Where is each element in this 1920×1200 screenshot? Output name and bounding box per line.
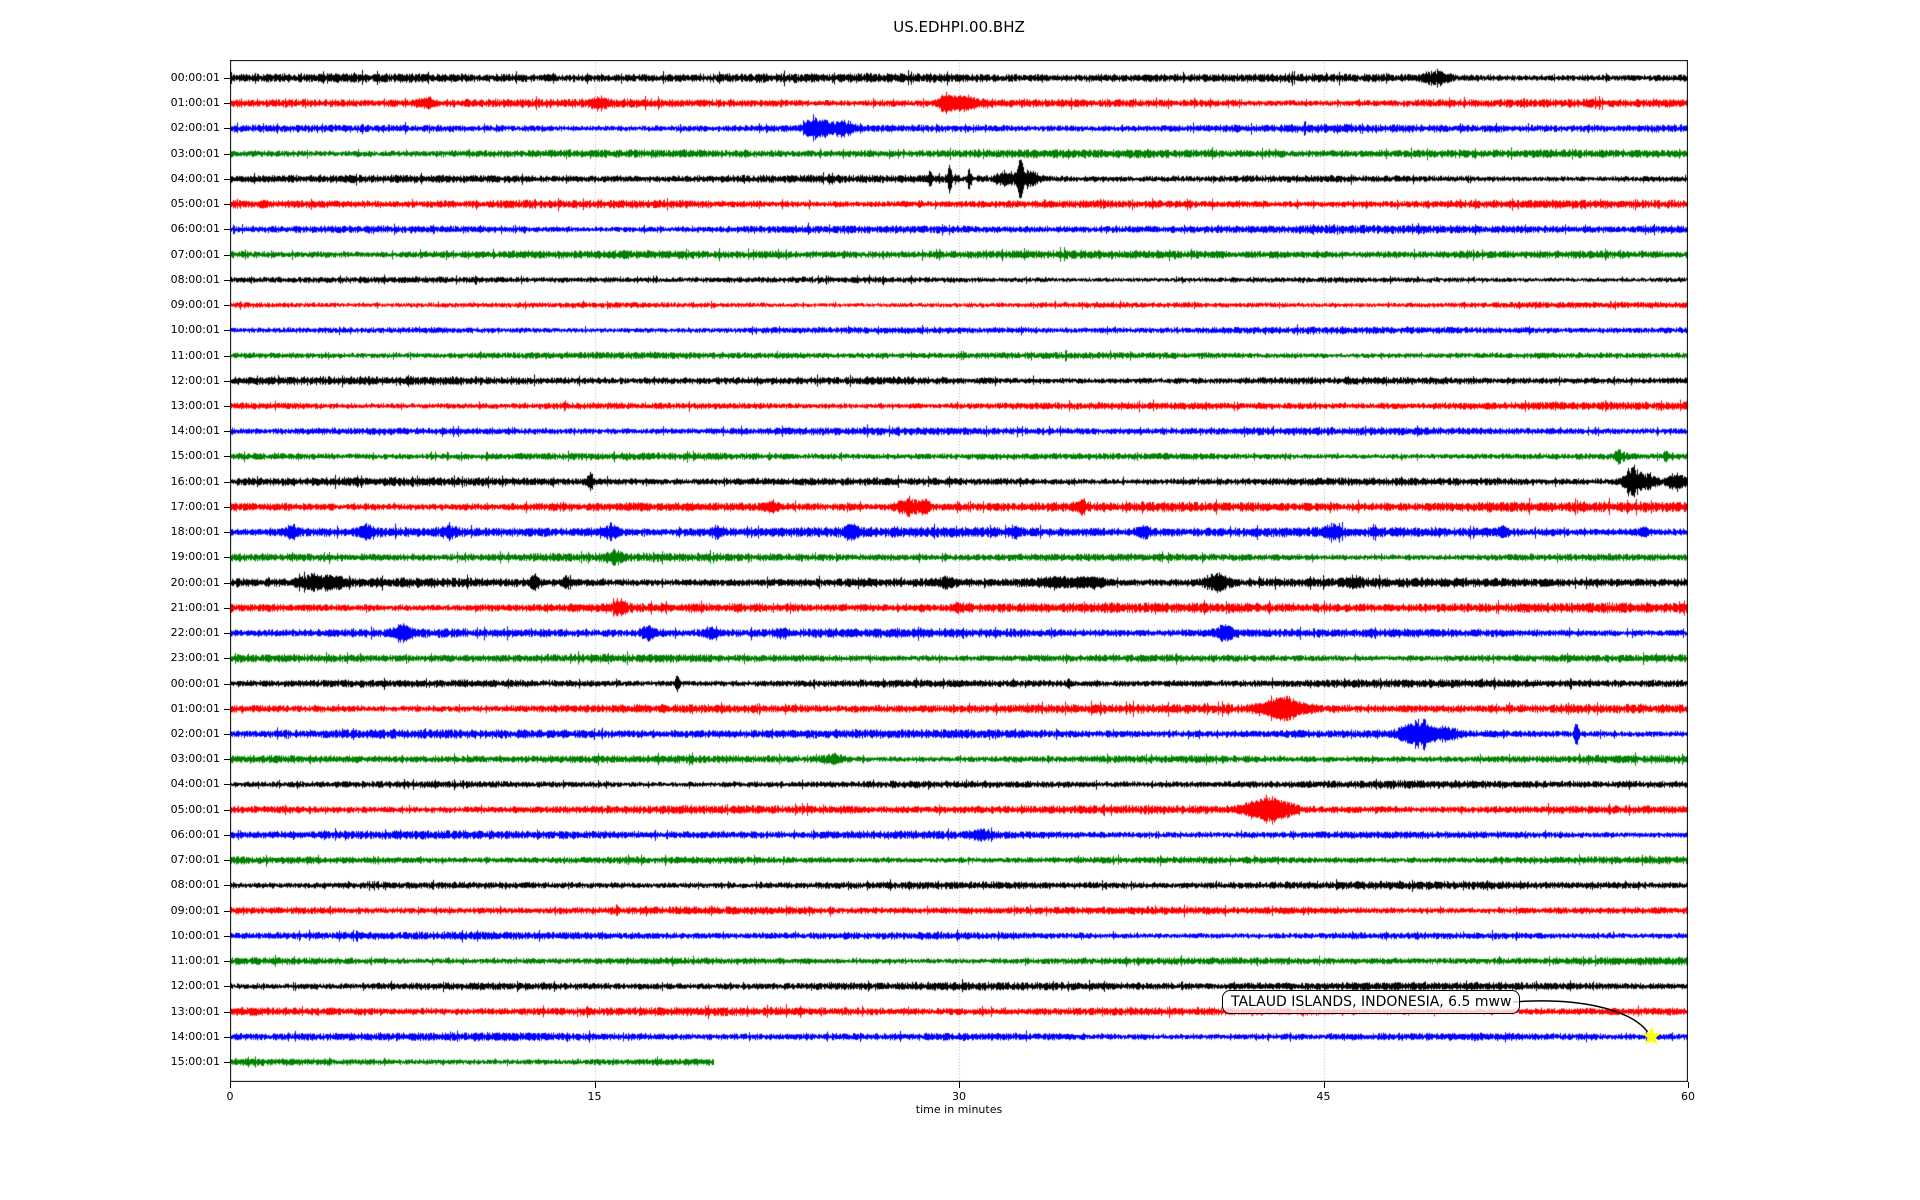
x-tick-label: 45	[1316, 1090, 1331, 1103]
row-time-label: 14:00:01	[170, 1029, 220, 1043]
row-time-label: 05:00:01	[170, 197, 220, 211]
row-time-label: 03:00:01	[170, 146, 220, 160]
row-time-label: 08:00:01	[170, 272, 220, 286]
row-time-label: 00:00:01	[170, 71, 220, 84]
seismogram-canvas	[230, 60, 1688, 1082]
row-time-label: 17:00:01	[170, 499, 220, 513]
row-time-label: 14:00:01	[170, 424, 220, 438]
row-time-label: 05:00:01	[170, 802, 220, 816]
x-tick-label: 60	[1681, 1090, 1695, 1103]
row-time-label: 06:00:01	[170, 827, 220, 841]
row-time-label: 00:00:01	[170, 676, 220, 690]
row-time-label: 10:00:01	[170, 323, 220, 337]
row-time-label: 15:00:01	[170, 449, 220, 463]
row-time-label: 10:00:01	[170, 928, 220, 942]
row-time-label: 04:00:01	[170, 777, 220, 791]
earthquake-annotation-text: TALAUD ISLANDS, INDONESIA, 6.5 mww	[1231, 994, 1512, 1010]
row-time-label: 18:00:01	[170, 525, 220, 539]
row-time-label: 12:00:01	[170, 373, 220, 387]
row-time-label: 09:00:01	[170, 298, 220, 312]
row-time-label: 08:00:01	[170, 878, 220, 892]
x-tick-label: 15	[587, 1090, 602, 1103]
row-time-label: 20:00:01	[170, 575, 220, 589]
row-time-label: 07:00:01	[170, 853, 220, 867]
row-time-label: 02:00:01	[170, 121, 220, 135]
row-time-label: 15:00:01	[170, 1054, 220, 1068]
row-time-label: 09:00:01	[170, 903, 220, 917]
row-time-label: 04:00:01	[170, 171, 220, 185]
row-time-label: 03:00:01	[170, 752, 220, 766]
earthquake-annotation-box: TALAUD ISLANDS, INDONESIA, 6.5 mww	[1222, 990, 1521, 1014]
row-time-label: 06:00:01	[170, 222, 220, 236]
row-time-label: 16:00:01	[170, 474, 220, 488]
figure-title: US.EDHPI.00.BHZ	[893, 18, 1025, 36]
x-axis-label: time in minutes	[915, 1103, 1003, 1116]
row-time-label: 22:00:01	[170, 626, 220, 640]
x-tick-label: 0	[226, 1090, 234, 1103]
row-time-label: 13:00:01	[170, 398, 220, 412]
row-time-label: 02:00:01	[170, 726, 220, 740]
row-time-label: 07:00:01	[170, 247, 220, 261]
row-time-label: 01:00:01	[170, 96, 220, 110]
row-time-label: 21:00:01	[170, 600, 220, 614]
x-tick-label: 30	[952, 1090, 966, 1103]
row-time-label: 11:00:01	[170, 348, 220, 362]
row-time-label: 23:00:01	[170, 651, 220, 665]
row-time-label: 01:00:01	[170, 701, 220, 715]
row-time-label: 12:00:01	[170, 979, 220, 993]
row-time-label: 11:00:01	[170, 954, 220, 968]
row-time-label: 19:00:01	[170, 550, 220, 564]
row-time-label: 13:00:01	[170, 1004, 220, 1018]
